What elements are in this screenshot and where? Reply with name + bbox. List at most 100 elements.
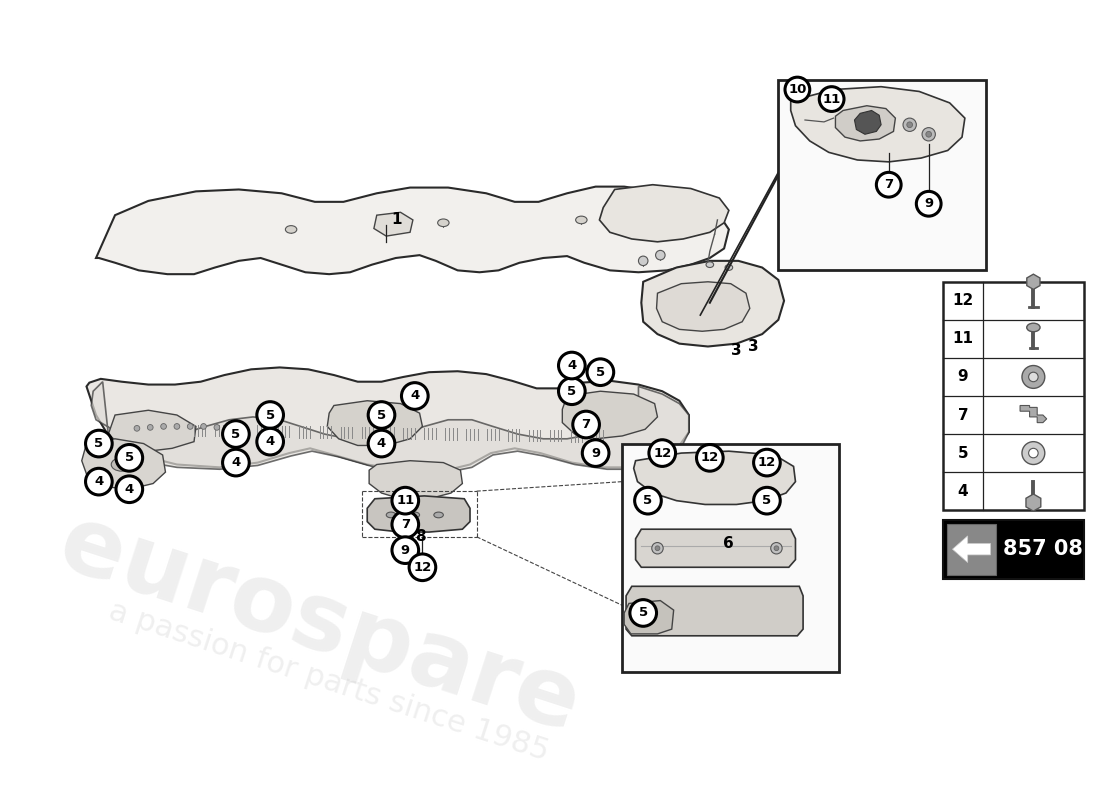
Text: 7: 7 bbox=[958, 407, 968, 422]
Text: 5: 5 bbox=[596, 366, 605, 378]
Ellipse shape bbox=[438, 219, 449, 226]
Text: 12: 12 bbox=[653, 446, 671, 459]
Circle shape bbox=[214, 425, 220, 430]
Text: 11: 11 bbox=[396, 494, 415, 507]
Polygon shape bbox=[641, 261, 784, 346]
Text: 4: 4 bbox=[124, 482, 134, 496]
Bar bbox=[947, 523, 997, 575]
Ellipse shape bbox=[433, 512, 443, 518]
Ellipse shape bbox=[410, 512, 419, 518]
Circle shape bbox=[86, 468, 112, 495]
Polygon shape bbox=[81, 439, 165, 490]
Polygon shape bbox=[634, 451, 795, 505]
Text: 5: 5 bbox=[377, 409, 386, 422]
Text: 9: 9 bbox=[958, 370, 968, 385]
Text: 9: 9 bbox=[400, 544, 410, 557]
Circle shape bbox=[696, 445, 723, 471]
Text: 9: 9 bbox=[924, 198, 933, 210]
Text: 5: 5 bbox=[265, 409, 275, 422]
Circle shape bbox=[656, 250, 666, 260]
Circle shape bbox=[116, 476, 143, 502]
Polygon shape bbox=[953, 536, 991, 562]
Circle shape bbox=[147, 425, 153, 430]
Text: 11: 11 bbox=[823, 93, 840, 106]
Text: a passion for parts since 1985: a passion for parts since 1985 bbox=[106, 597, 553, 766]
Polygon shape bbox=[109, 410, 196, 451]
Text: 4: 4 bbox=[568, 359, 576, 372]
Text: 4: 4 bbox=[95, 475, 103, 488]
Text: 5: 5 bbox=[124, 451, 134, 464]
Circle shape bbox=[820, 86, 844, 111]
Polygon shape bbox=[96, 186, 729, 274]
Circle shape bbox=[638, 256, 648, 266]
Text: 4: 4 bbox=[377, 437, 386, 450]
Bar bbox=[943, 520, 1084, 578]
Polygon shape bbox=[636, 530, 795, 567]
Ellipse shape bbox=[725, 265, 733, 270]
Polygon shape bbox=[626, 586, 803, 636]
Circle shape bbox=[174, 423, 179, 430]
Text: 12: 12 bbox=[414, 561, 431, 574]
Text: 3: 3 bbox=[748, 339, 759, 354]
Text: 7: 7 bbox=[582, 418, 591, 431]
Text: 12: 12 bbox=[953, 294, 974, 308]
Circle shape bbox=[635, 487, 661, 514]
Ellipse shape bbox=[706, 262, 714, 267]
Circle shape bbox=[903, 118, 916, 131]
Circle shape bbox=[1028, 372, 1038, 382]
Circle shape bbox=[649, 440, 675, 466]
Polygon shape bbox=[367, 496, 470, 532]
Circle shape bbox=[630, 600, 657, 626]
Polygon shape bbox=[1026, 274, 1039, 290]
Text: 3: 3 bbox=[732, 343, 741, 358]
Text: 4: 4 bbox=[958, 484, 968, 498]
Circle shape bbox=[922, 128, 935, 141]
Circle shape bbox=[559, 378, 585, 405]
Text: 5: 5 bbox=[644, 494, 652, 507]
Ellipse shape bbox=[575, 216, 587, 224]
Text: 5: 5 bbox=[958, 446, 968, 461]
Circle shape bbox=[134, 426, 140, 431]
Circle shape bbox=[392, 537, 419, 563]
Circle shape bbox=[161, 423, 166, 430]
Ellipse shape bbox=[1026, 323, 1039, 332]
Circle shape bbox=[392, 487, 419, 514]
Text: 11: 11 bbox=[953, 331, 974, 346]
Circle shape bbox=[771, 542, 782, 554]
Text: 10: 10 bbox=[789, 83, 806, 96]
Text: 5: 5 bbox=[95, 437, 103, 450]
Circle shape bbox=[877, 172, 901, 197]
Circle shape bbox=[926, 131, 932, 137]
Text: 7: 7 bbox=[884, 178, 893, 191]
Polygon shape bbox=[328, 401, 422, 446]
Polygon shape bbox=[562, 391, 658, 439]
Circle shape bbox=[1022, 366, 1045, 388]
Ellipse shape bbox=[111, 458, 132, 471]
Text: 9: 9 bbox=[591, 446, 601, 459]
Circle shape bbox=[754, 487, 780, 514]
Circle shape bbox=[392, 511, 419, 538]
Circle shape bbox=[256, 402, 284, 428]
Polygon shape bbox=[657, 282, 750, 331]
Polygon shape bbox=[835, 106, 895, 141]
Polygon shape bbox=[1026, 494, 1041, 511]
Text: 8: 8 bbox=[415, 530, 426, 544]
Text: 12: 12 bbox=[758, 456, 776, 469]
Ellipse shape bbox=[285, 226, 297, 234]
Circle shape bbox=[906, 122, 913, 128]
Bar bbox=[623, 443, 839, 672]
Bar bbox=[943, 282, 1084, 510]
Polygon shape bbox=[600, 185, 729, 242]
Circle shape bbox=[652, 542, 663, 554]
Polygon shape bbox=[91, 382, 689, 474]
Text: 857 08: 857 08 bbox=[1003, 539, 1082, 559]
Text: 5: 5 bbox=[568, 385, 576, 398]
Circle shape bbox=[200, 423, 207, 430]
Circle shape bbox=[916, 191, 942, 216]
Circle shape bbox=[754, 450, 780, 476]
Ellipse shape bbox=[386, 512, 396, 518]
Text: 5: 5 bbox=[231, 427, 241, 441]
Text: 12: 12 bbox=[701, 451, 719, 464]
Text: 5: 5 bbox=[762, 494, 771, 507]
Text: 4: 4 bbox=[231, 456, 241, 469]
